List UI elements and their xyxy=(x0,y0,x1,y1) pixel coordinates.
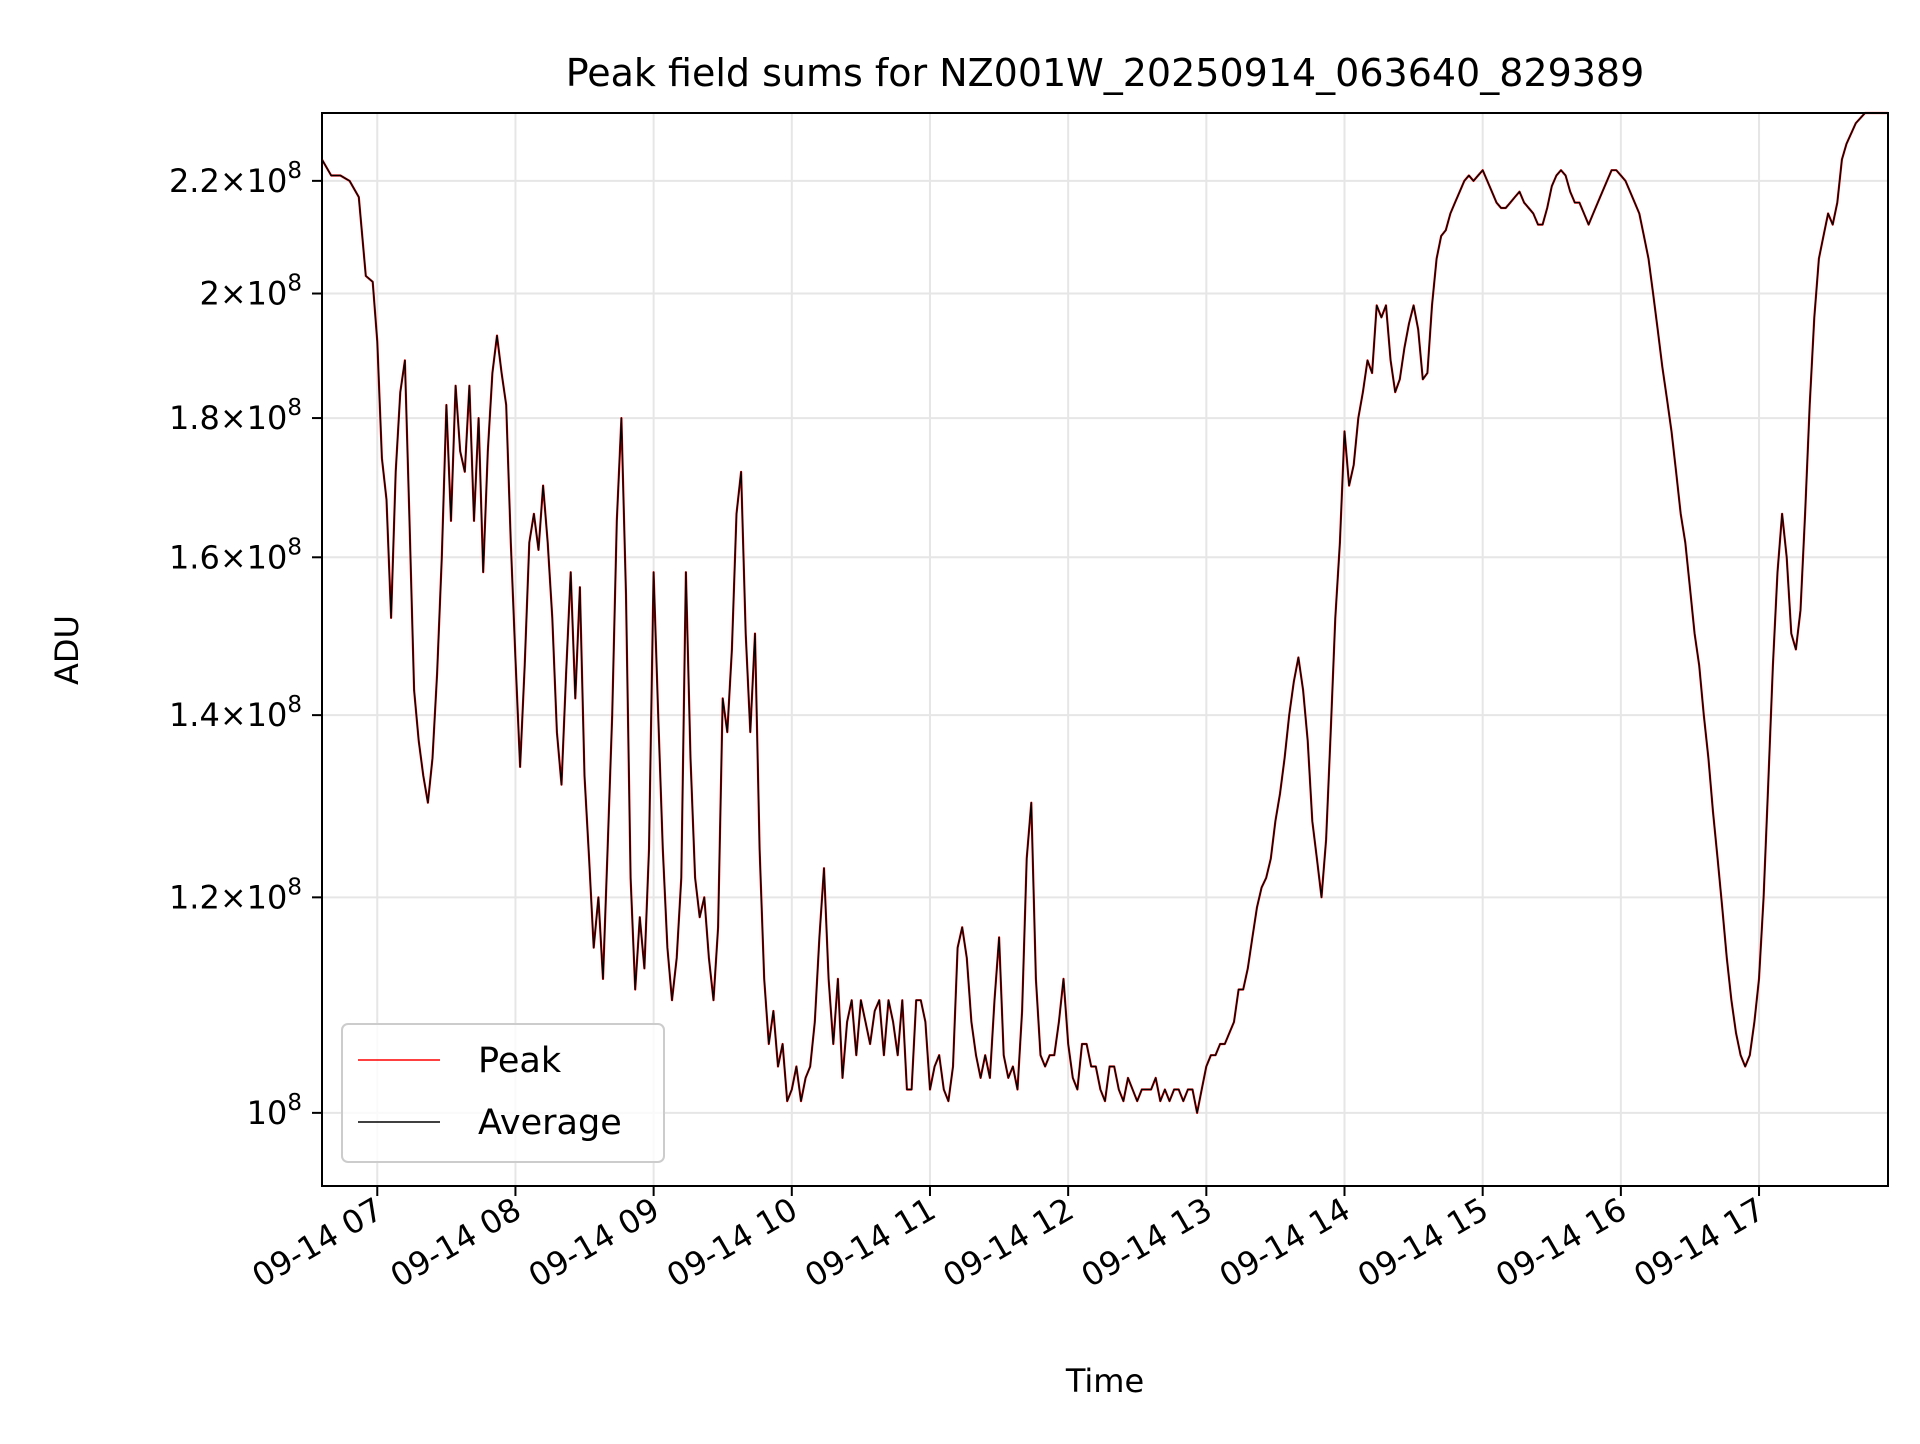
legend-label-peak: Peak xyxy=(478,1041,562,1081)
plot-frame xyxy=(321,112,1889,1187)
legend-label-average: Average xyxy=(478,1103,622,1143)
y-axis-label: ADU xyxy=(48,615,86,685)
y-tick-label: 2.2×108 xyxy=(169,158,302,200)
y-tick-label: 1.2×108 xyxy=(169,874,302,916)
legend: Peak Average xyxy=(341,1023,665,1163)
y-tick-label: 2×108 xyxy=(199,271,302,313)
y-tick-label: 1.8×108 xyxy=(169,395,302,437)
series-line-average xyxy=(321,112,1888,1114)
chart-title: Peak field sums for NZ001W_20250914_0636… xyxy=(566,51,1645,95)
x-axis-label: Time xyxy=(1065,1362,1144,1400)
series-layer xyxy=(321,111,1888,1115)
y-tick-label: 1.4×108 xyxy=(169,692,302,734)
legend-box xyxy=(341,1023,665,1163)
y-tick-label: 108 xyxy=(247,1090,302,1132)
y-tick-label: 1.6×108 xyxy=(169,534,302,576)
